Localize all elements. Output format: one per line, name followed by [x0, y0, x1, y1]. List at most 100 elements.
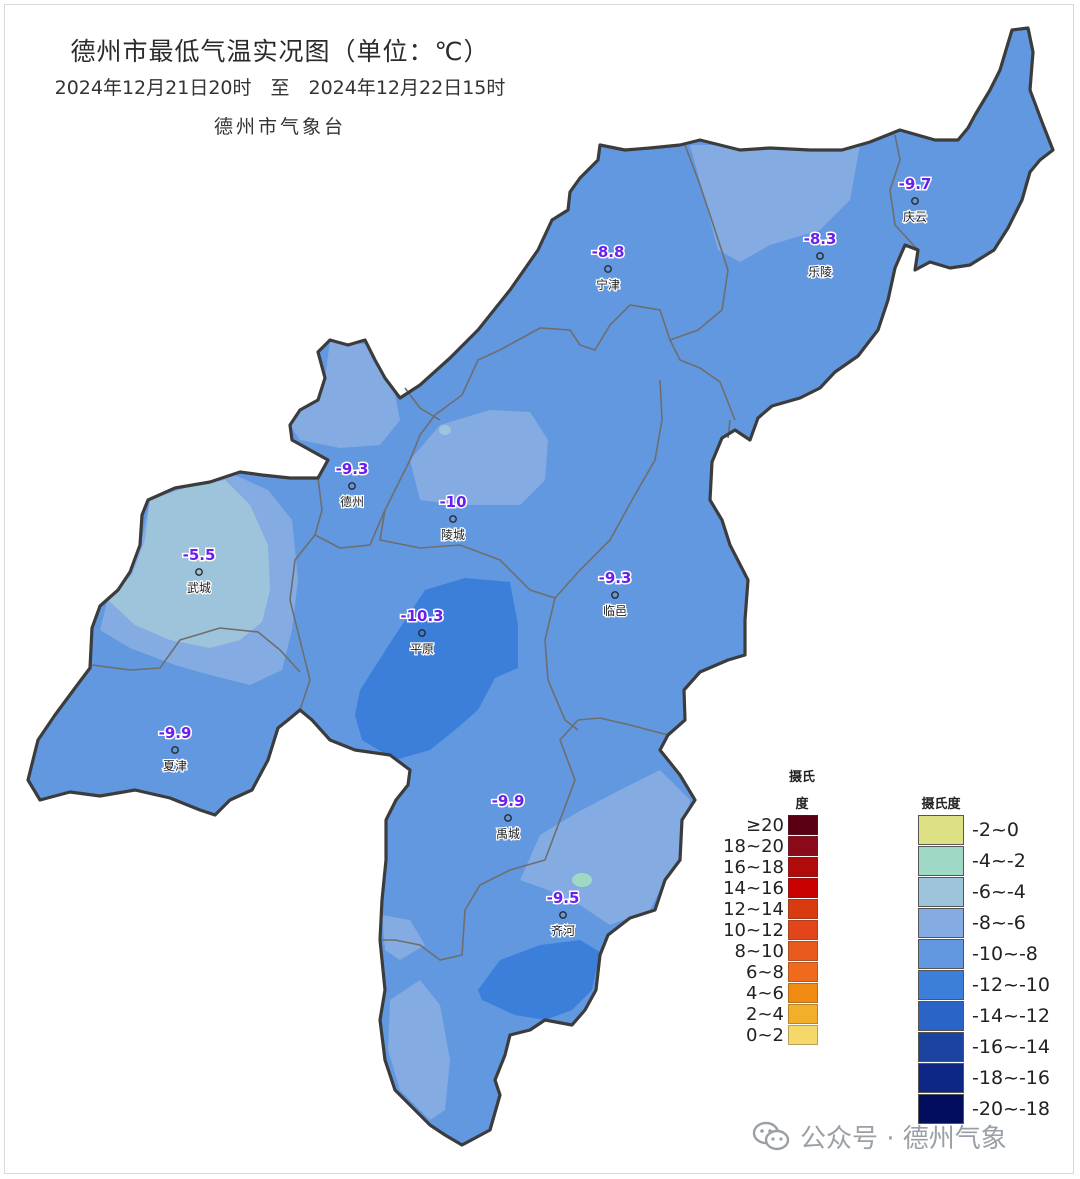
- legend-warm-swatch: [788, 920, 818, 940]
- station-3: -9.3 德州: [334, 459, 370, 511]
- station-10: -9.5 齐河: [545, 888, 581, 940]
- zone-southwest-mild: [382, 915, 425, 960]
- county-borders: [91, 134, 919, 961]
- border-linyi-qihe: [577, 717, 669, 736]
- legend-warm-swatch: [788, 983, 818, 1003]
- station-1: -8.3 乐陵: [802, 229, 838, 281]
- legend-cold-label: -6~-4: [972, 881, 1026, 903]
- station-marker: [816, 252, 824, 260]
- station-marker: [611, 591, 619, 599]
- legend-warm-label: 2~4: [746, 1004, 784, 1025]
- legend-cold-swatch: [918, 1001, 964, 1031]
- legend-warm-label: 16~18: [723, 857, 784, 878]
- border-wucheng-xiajin: [91, 627, 301, 673]
- legend-warm-label: 18~20: [723, 836, 784, 857]
- legend-cold-label: -12~-10: [972, 974, 1050, 996]
- station-name: 齐河: [551, 923, 575, 938]
- map-time-range: 2024年12月21日20时 至 2024年12月22日15时: [54, 77, 506, 99]
- station-name: 平原: [410, 642, 434, 656]
- legend-cold-swatch: [918, 846, 964, 876]
- border-lingcheng-linyi: [554, 379, 663, 599]
- legend-warm-label: 0~2: [746, 1025, 784, 1046]
- zone-qihe-dot: [572, 873, 592, 887]
- station-name: 禹城: [496, 827, 520, 841]
- watermark: 公众号 · 德州气象: [752, 1116, 1007, 1156]
- legend-warm-swatch: [788, 836, 818, 856]
- legend-cold-title: 摄氏度: [921, 797, 961, 812]
- zone-lingcheng-dot: [439, 425, 451, 435]
- station-9: -9.9 禹城: [490, 791, 526, 843]
- station-2: -9.7 庆云: [897, 174, 933, 226]
- station-value: -9.3: [336, 460, 369, 478]
- station-value: -9.9: [159, 724, 192, 742]
- zone-qihe-cold: [478, 940, 600, 1020]
- station-name: 陵城: [441, 528, 465, 542]
- legend-cold-swatch: [918, 815, 964, 845]
- station-marker: [559, 911, 567, 919]
- station-name: 乐陵: [808, 265, 832, 279]
- border-wucheng-pingyuan: [289, 534, 316, 711]
- legend-warm-swatch: [788, 857, 818, 877]
- city-outline: [26, 26, 1055, 1147]
- legend-warm-label: 14~16: [723, 878, 784, 899]
- legend-cold-label: -8~-6: [972, 912, 1026, 934]
- legend-cold-label: -4~-2: [972, 850, 1026, 872]
- station-6: -10.3 平原: [399, 606, 445, 658]
- station-name: 武城: [187, 581, 211, 595]
- station-name: 临邑: [603, 604, 627, 618]
- map-issuer: 德州市气象台: [213, 116, 346, 138]
- legend-cold-label: -16~-14: [972, 1036, 1050, 1058]
- border-ningjin-leling: [669, 144, 729, 341]
- station-marker: [171, 746, 179, 754]
- border-ningjin-lingcheng: [384, 304, 671, 511]
- legend-warm-swatch: [788, 962, 818, 982]
- station-value: -9.9: [492, 792, 525, 810]
- station-name: 德州: [340, 494, 364, 509]
- legend-cold-swatch: [918, 877, 964, 907]
- map-title: 德州市最低气温实况图（单位：℃）: [70, 37, 490, 66]
- zone-dezhou-mild: [290, 340, 400, 448]
- border-yucheng-qihe: [380, 719, 579, 961]
- station-value: -9.3: [599, 569, 632, 587]
- legend-warm-label: 4~6: [746, 983, 784, 1004]
- border-lingcheng-pingyuan: [379, 509, 556, 599]
- border-leling-qingyun: [889, 134, 919, 251]
- legend-cold-label: -10~-8: [972, 943, 1038, 965]
- legend-cold-swatch: [918, 908, 964, 938]
- border-dezhou-north: [404, 387, 441, 421]
- map-frame: [4, 4, 1074, 1174]
- legend-cold-label: -20~-18: [972, 1098, 1050, 1120]
- station-marker: [504, 814, 512, 822]
- legend-warm-swatch: [788, 941, 818, 961]
- wechat-icon: [752, 1121, 790, 1151]
- station-name: 夏津: [163, 759, 187, 773]
- station-marker: [348, 482, 356, 490]
- station-marker: [604, 265, 612, 273]
- station-4: -10 陵城: [438, 492, 468, 544]
- station-name: 宁津: [596, 277, 620, 292]
- legend-cold-swatch: [918, 1094, 964, 1124]
- border-dezhou-lingcheng: [314, 477, 386, 549]
- zone-qihe-mild: [520, 770, 690, 925]
- legend-warm-label: 8~10: [734, 941, 784, 962]
- station-marker: [911, 197, 919, 205]
- legend-warm-title-line1: 摄氏: [788, 770, 815, 785]
- legend-cold-swatch: [918, 939, 964, 969]
- station-value: -8.8: [592, 243, 625, 261]
- station-name: 庆云: [903, 210, 927, 224]
- station-0: -8.8 宁津: [590, 242, 626, 294]
- station-7: -9.3 临邑: [597, 568, 633, 620]
- station-8: -9.9 夏津: [157, 723, 193, 775]
- station-marker: [418, 629, 426, 637]
- station-value: -8.3: [804, 230, 837, 248]
- station-5: -5.5 武城: [181, 545, 217, 597]
- station-value: -9.5: [547, 889, 580, 907]
- legend-warm-label: 12~14: [723, 899, 784, 920]
- legend-warm-swatch: [788, 1004, 818, 1024]
- legend-cold-swatch: [918, 1063, 964, 1093]
- legend-warm-title-line2: 度: [795, 797, 809, 812]
- zone-north-mild: [690, 145, 860, 262]
- legend-cold-swatch: [918, 970, 964, 1000]
- border-pingyuan-yucheng: [544, 597, 579, 731]
- legend-cold-label: -14~-12: [972, 1005, 1050, 1027]
